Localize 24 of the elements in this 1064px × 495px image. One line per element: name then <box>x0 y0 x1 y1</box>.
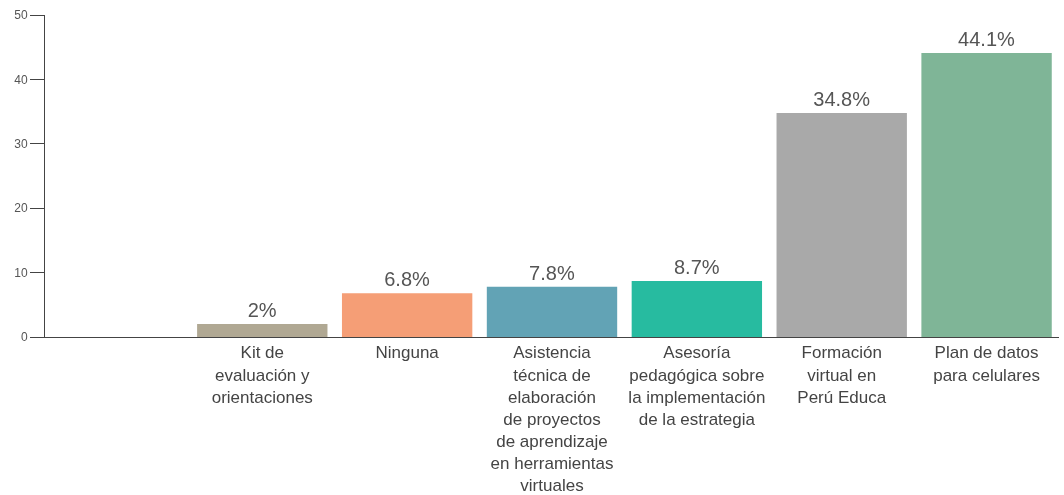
data-label: 8.7% <box>673 255 720 278</box>
x-tick-label: Plan de datos para celulares <box>933 343 1040 385</box>
data-label: 44.1% <box>958 28 1016 50</box>
y-tick-label: 20 <box>14 201 28 216</box>
x-tick-label: Asistencia técnica de elaboración de proyectos de aprendizaje en herramientas virtuales <box>490 343 614 495</box>
bar <box>776 112 907 337</box>
x-tick-label: Kit de evaluación y orientaciones <box>211 343 313 407</box>
data-label: 34.8% <box>813 87 871 110</box>
data-label: 7.8% <box>529 261 575 284</box>
x-tick-label: Formación virtual en Perú Educa <box>797 343 887 407</box>
x-tick-label: Asesoría pedagógica sobre la implementación de la estrategia <box>628 343 766 429</box>
bar <box>631 280 763 337</box>
bar <box>197 324 328 337</box>
y-tick-label: 40 <box>14 72 28 87</box>
y-tick-label: 0 <box>20 330 28 345</box>
bar <box>921 53 1052 337</box>
x-tick-label: Ninguna <box>375 343 440 363</box>
bar <box>341 293 473 337</box>
y-tick-label: 50 <box>14 8 28 23</box>
bar <box>486 286 618 337</box>
y-tick-label: 30 <box>14 137 28 151</box>
data-label: 6.8% <box>384 268 431 291</box>
data-label: 2% <box>247 299 277 322</box>
y-tick-label: 10 <box>14 265 28 280</box>
